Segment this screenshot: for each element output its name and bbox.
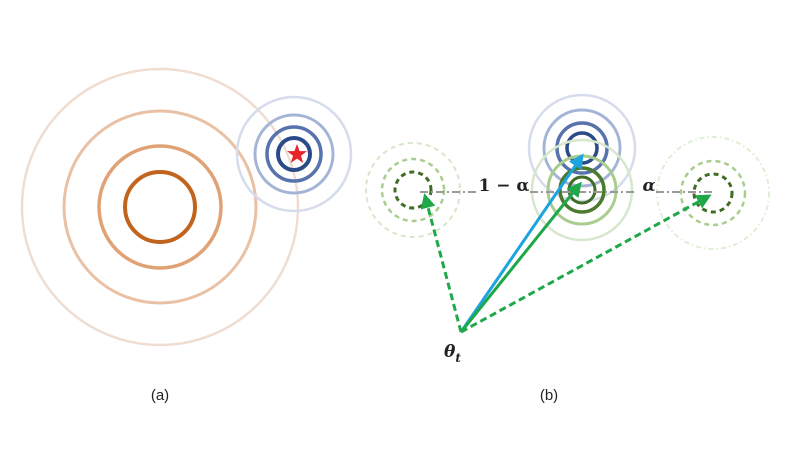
star-icon	[287, 144, 307, 163]
blue-contour-inner	[276, 136, 312, 172]
caption-b: (b)	[540, 387, 558, 404]
panel-a: (a)	[20, 67, 353, 404]
orange-contours	[20, 67, 300, 347]
theta-t-label: θt	[444, 342, 461, 365]
orange-contour-outer	[20, 67, 300, 347]
green-left-outer	[365, 142, 461, 238]
green-right-mid	[679, 159, 747, 227]
theta-symbol: θ	[444, 342, 456, 362]
alpha-label: α	[642, 176, 655, 196]
arrow-to-interpolated-center	[459, 181, 582, 333]
arrow-to-left-center	[420, 193, 463, 333]
blue-b-2	[555, 121, 609, 175]
green-mid-inner	[567, 175, 597, 205]
blue-contours-a	[235, 95, 353, 213]
theta-subscript: t	[455, 351, 461, 365]
green-left-inner	[393, 170, 433, 210]
panel-b: 1 − α α θt (b)	[365, 93, 770, 404]
green-contours-left	[365, 142, 461, 238]
green-mid-outer	[530, 138, 634, 242]
orange-contour-3	[62, 109, 258, 305]
caption-a: (a)	[151, 387, 169, 404]
blue-b-mid	[542, 108, 622, 188]
green-right-inner	[692, 172, 734, 214]
blue-contour-outer	[235, 95, 353, 213]
arrow-to-blue-center	[459, 153, 584, 333]
blue-contours-b	[527, 93, 637, 203]
orange-contour-inner	[123, 170, 197, 244]
green-left-mid	[380, 157, 446, 223]
arrow-to-right-center	[460, 194, 712, 334]
orange-contour-2	[97, 144, 223, 270]
blue-contour-2	[265, 125, 323, 183]
blue-contour-3	[253, 113, 335, 195]
one-minus-alpha-label: 1 − α	[479, 176, 530, 196]
blue-b-outer	[527, 93, 637, 203]
